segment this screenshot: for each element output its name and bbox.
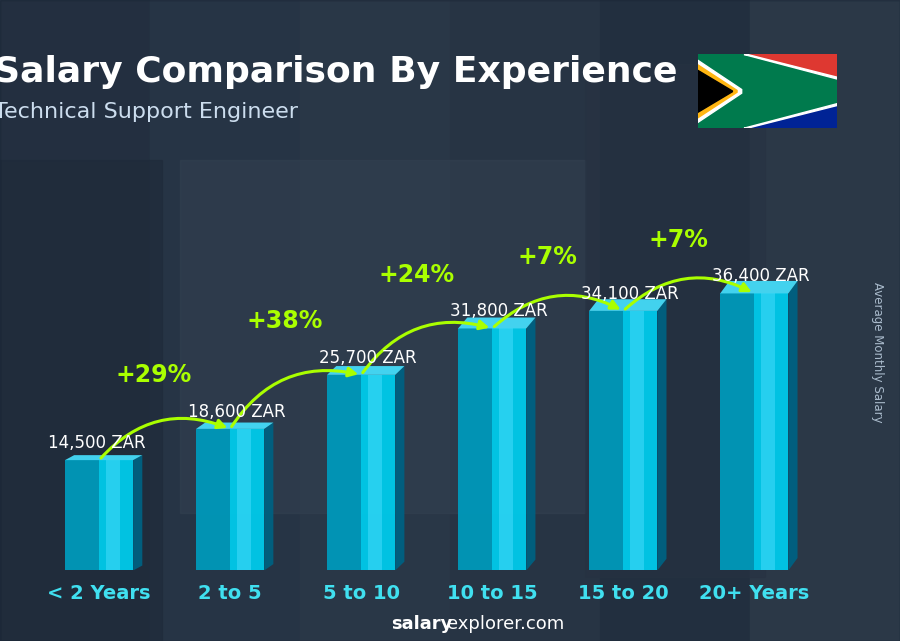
Polygon shape <box>368 375 382 570</box>
Polygon shape <box>761 294 775 570</box>
Polygon shape <box>698 65 737 118</box>
Polygon shape <box>65 460 99 570</box>
Text: Average Monthly Salary: Average Monthly Salary <box>871 282 884 423</box>
Text: 18,600 ZAR: 18,600 ZAR <box>188 403 285 420</box>
Polygon shape <box>720 294 754 570</box>
Text: Technical Support Engineer: Technical Support Engineer <box>0 103 298 122</box>
Polygon shape <box>327 366 404 375</box>
Polygon shape <box>65 455 142 460</box>
Bar <box>180 160 585 513</box>
Polygon shape <box>499 328 513 570</box>
Polygon shape <box>590 299 667 311</box>
Polygon shape <box>361 375 395 570</box>
Polygon shape <box>106 460 120 570</box>
Bar <box>450 0 600 641</box>
Polygon shape <box>623 311 657 570</box>
Polygon shape <box>744 104 837 128</box>
Bar <box>300 0 450 641</box>
Text: 34,100 ZAR: 34,100 ZAR <box>580 285 679 303</box>
Polygon shape <box>196 422 274 429</box>
Text: +7%: +7% <box>648 228 708 252</box>
Bar <box>750 0 900 641</box>
FancyArrowPatch shape <box>626 278 749 309</box>
Text: 14,500 ZAR: 14,500 ZAR <box>48 434 145 452</box>
Polygon shape <box>458 317 536 328</box>
Text: 25,700 ZAR: 25,700 ZAR <box>319 349 417 367</box>
Polygon shape <box>395 366 404 570</box>
Polygon shape <box>744 54 837 79</box>
Polygon shape <box>744 104 837 128</box>
Polygon shape <box>720 281 797 294</box>
Bar <box>0 0 150 641</box>
Polygon shape <box>230 429 265 570</box>
Text: +29%: +29% <box>116 363 193 387</box>
Text: explorer.com: explorer.com <box>447 615 564 633</box>
Bar <box>0 160 162 641</box>
Text: 31,800 ZAR: 31,800 ZAR <box>450 302 547 320</box>
Polygon shape <box>458 328 492 570</box>
Polygon shape <box>492 328 526 570</box>
Text: salary: salary <box>392 615 453 633</box>
Text: 36,400 ZAR: 36,400 ZAR <box>712 267 810 285</box>
Polygon shape <box>99 460 133 570</box>
Polygon shape <box>698 70 733 113</box>
FancyArrowPatch shape <box>231 368 356 426</box>
Polygon shape <box>788 281 797 570</box>
Polygon shape <box>237 429 250 570</box>
Polygon shape <box>657 299 667 570</box>
Text: +38%: +38% <box>247 310 323 333</box>
Polygon shape <box>526 317 536 570</box>
Polygon shape <box>744 54 837 79</box>
Polygon shape <box>196 429 230 570</box>
FancyArrowPatch shape <box>494 296 617 326</box>
Text: +24%: +24% <box>378 263 454 287</box>
Bar <box>150 0 300 641</box>
Bar <box>600 0 750 641</box>
Polygon shape <box>630 311 644 570</box>
Text: Salary Comparison By Experience: Salary Comparison By Experience <box>0 55 678 89</box>
Polygon shape <box>698 54 837 128</box>
Polygon shape <box>698 60 742 122</box>
FancyArrowPatch shape <box>363 321 486 372</box>
Polygon shape <box>327 375 361 570</box>
Text: +7%: +7% <box>518 246 577 269</box>
FancyArrowPatch shape <box>101 419 224 458</box>
Bar <box>585 64 765 577</box>
Polygon shape <box>590 311 623 570</box>
Polygon shape <box>754 294 788 570</box>
Polygon shape <box>265 422 274 570</box>
Polygon shape <box>133 455 142 570</box>
